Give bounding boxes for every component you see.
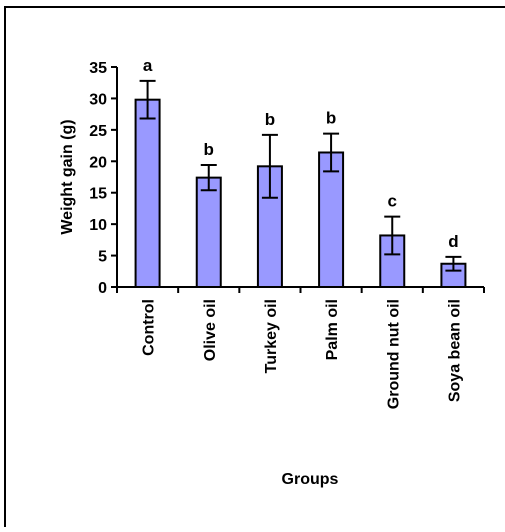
significance-letter: b bbox=[204, 140, 214, 159]
y-axis-label: Weight gain (g) bbox=[59, 119, 76, 234]
y-tick-label: 25 bbox=[89, 123, 107, 140]
y-tick-label: 35 bbox=[89, 60, 107, 77]
significance-letter: b bbox=[265, 110, 275, 129]
x-tick-label: Palm oil bbox=[324, 299, 341, 360]
x-tick-label: Ground nut oil bbox=[385, 299, 402, 409]
significance-letter: b bbox=[326, 109, 336, 128]
chart-border bbox=[4, 6, 505, 532]
y-tick-label: 30 bbox=[89, 91, 107, 108]
x-tick-label: Control bbox=[141, 299, 158, 356]
bar bbox=[195, 176, 222, 288]
bars-group bbox=[134, 79, 467, 289]
y-tick-label: 0 bbox=[98, 280, 107, 297]
y-tick-label: 15 bbox=[89, 186, 107, 203]
x-tick-label: Soya bean oil bbox=[446, 299, 463, 402]
labels-group: 0 5 10 15 20 25 30 35 a Control b Olive oil b Turkey … bbox=[89, 56, 463, 409]
significance-letter: c bbox=[388, 192, 397, 211]
bar bbox=[134, 98, 161, 288]
y-tick-label: 10 bbox=[89, 217, 107, 234]
bar bbox=[318, 151, 345, 288]
y-tick-label: 20 bbox=[89, 154, 107, 171]
x-axis-label: Groups bbox=[282, 471, 339, 488]
x-tick-label: Turkey oil bbox=[263, 299, 280, 373]
y-tick-label: 5 bbox=[98, 249, 107, 266]
significance-letter: a bbox=[143, 56, 153, 75]
significance-letter: d bbox=[448, 232, 458, 251]
axes bbox=[111, 66, 485, 293]
x-tick-label: Olive oil bbox=[202, 299, 219, 361]
